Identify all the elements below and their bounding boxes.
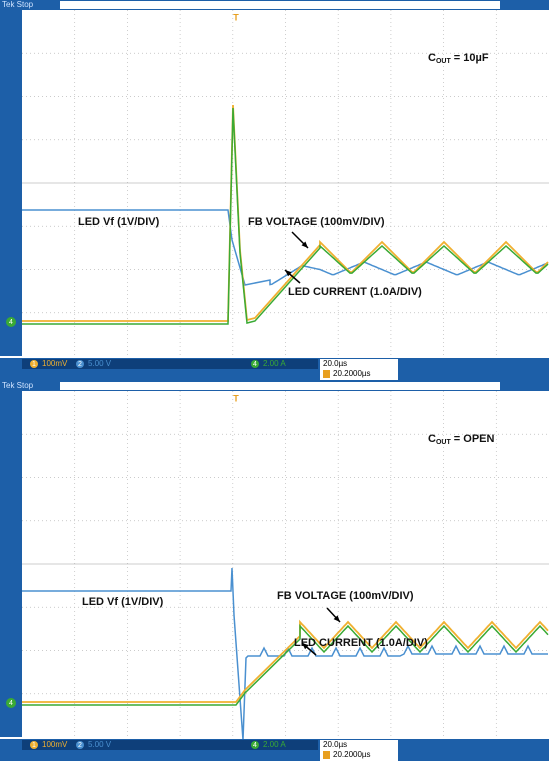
trigger-pos: 20.2000µs [333, 750, 371, 759]
vf-label: LED Vf (1V/DIV) [78, 216, 160, 228]
cout-rest: = OPEN [451, 433, 495, 445]
status-box [22, 359, 318, 369]
channel-marker-bg [6, 317, 16, 327]
cout-rest: = 10µF [451, 52, 489, 64]
channel-badge [76, 741, 84, 749]
fb-voltage-trace [22, 104, 549, 322]
left-strip [0, 10, 22, 356]
channel-badge [30, 360, 38, 368]
left-strip [0, 391, 22, 737]
header-text: Tek Stop [2, 381, 34, 390]
fb-voltage-trace [22, 619, 549, 703]
trigger-badge [323, 370, 330, 378]
led-vf-trace [22, 567, 548, 741]
arrow-head [333, 615, 340, 622]
trigger-marker: T [233, 12, 239, 22]
channel-scale: 2.00 A [263, 740, 286, 749]
channel-number: 1 [32, 742, 36, 749]
channel-scale: 100mV [42, 359, 68, 368]
led-current-trace [22, 107, 549, 325]
cout-label: COUT = 10µF [428, 52, 489, 65]
arrow-head [302, 643, 309, 650]
led-vf-trace [22, 209, 549, 286]
header-window [60, 1, 500, 9]
channel-number: 2 [78, 742, 82, 749]
channel-badge [251, 741, 259, 749]
channel-marker-bg [6, 698, 16, 708]
header-window [60, 382, 500, 390]
channel-badge [30, 741, 38, 749]
vf-label: LED Vf (1V/DIV) [82, 596, 164, 608]
channel-scale: 2.00 A [263, 359, 286, 368]
timebase: 20.0µs [323, 359, 347, 368]
fb-label: FB VOLTAGE (100mV/DIV) [277, 590, 414, 602]
channel-number: 4 [253, 742, 257, 749]
timebase: 20.0µs [323, 740, 347, 749]
cout-sub: OUT [436, 439, 452, 446]
fb-label: FB VOLTAGE (100mV/DIV) [248, 216, 385, 228]
arrow-head [285, 270, 292, 277]
current-label: LED CURRENT (1.0A/DIV) [288, 286, 422, 298]
channel-scale: 5.00 V [88, 359, 112, 368]
channel-marker: 4 [9, 319, 13, 326]
trigger-badge [323, 751, 330, 759]
channel-badge [251, 360, 259, 368]
channel-badge [76, 360, 84, 368]
trigger-marker: T [233, 393, 239, 403]
trigger-pos: 20.2000µs [333, 369, 371, 378]
channel-scale: 5.00 V [88, 740, 112, 749]
cout-main: C [428, 433, 436, 445]
channel-scale: 100mV [42, 740, 68, 749]
channel-number: 4 [253, 361, 257, 368]
header-text: Tek Stop [2, 0, 34, 9]
timebase-box [320, 740, 398, 761]
arrow-head [301, 241, 308, 248]
cout-label: COUT = OPEN [428, 433, 495, 446]
led-current-trace [22, 624, 549, 706]
channel-number: 1 [32, 361, 36, 368]
status-box [22, 740, 318, 750]
current-label: LED CURRENT (1.0A/DIV) [294, 637, 428, 649]
cout-sub: OUT [436, 58, 452, 65]
cout-main: C [428, 52, 436, 64]
timebase-box [320, 359, 398, 380]
channel-marker: 4 [9, 700, 13, 707]
channel-number: 2 [78, 361, 82, 368]
